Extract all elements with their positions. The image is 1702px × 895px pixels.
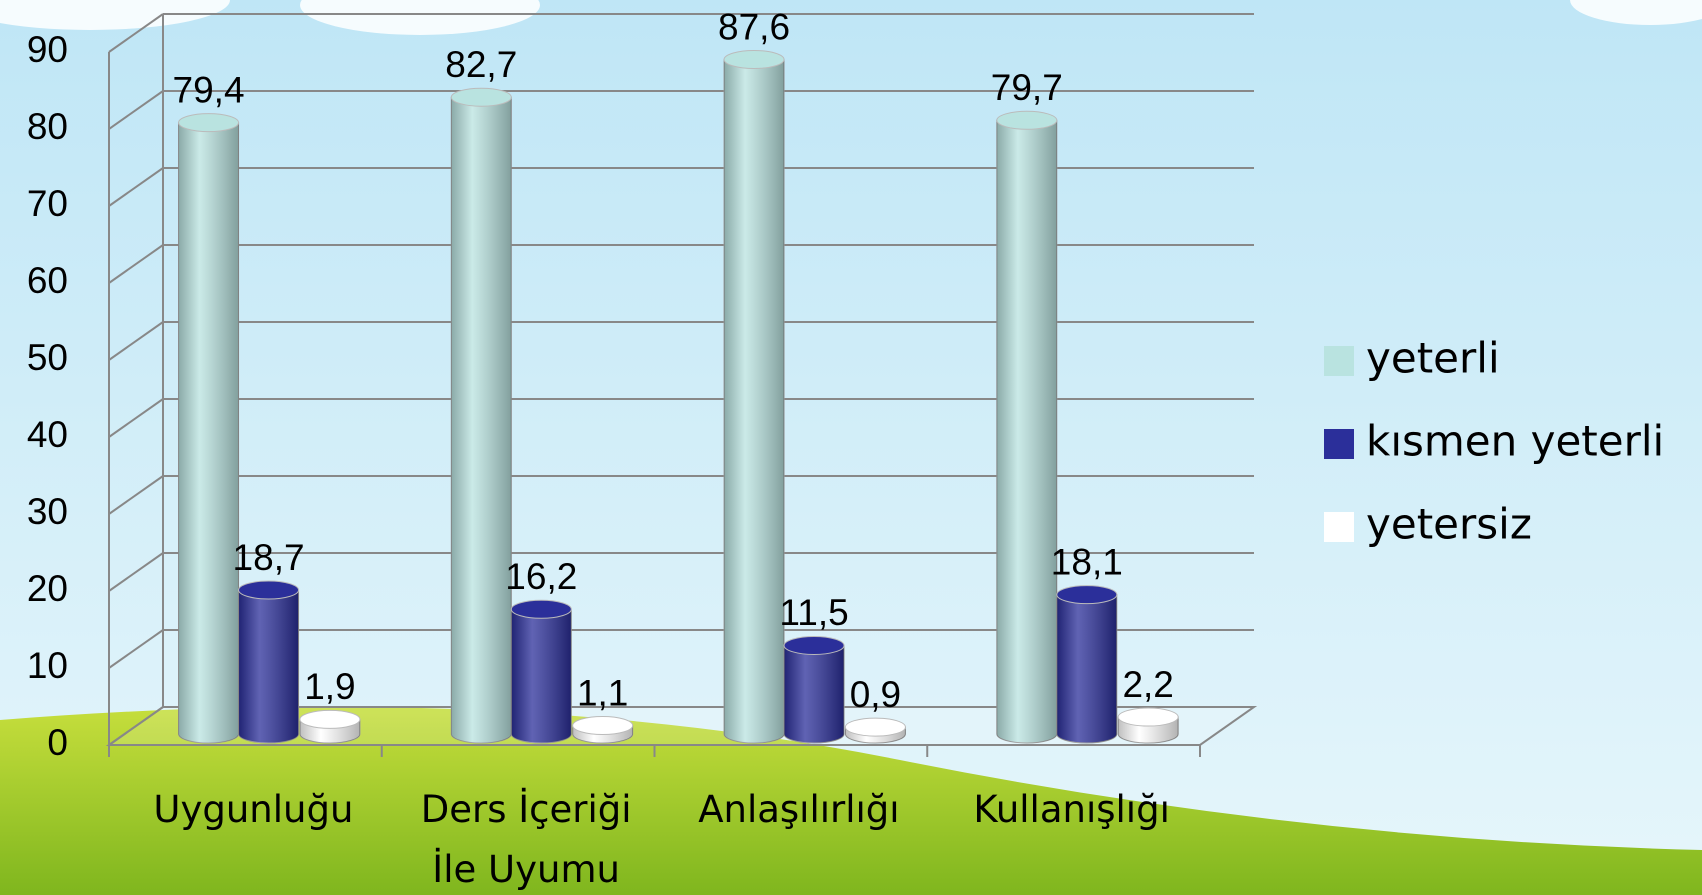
bar-top bbox=[179, 114, 239, 132]
value-label: 18,7 bbox=[233, 537, 305, 578]
bar-top bbox=[784, 636, 844, 654]
legend-label: kısmen yeterli bbox=[1366, 417, 1664, 466]
value-label: 82,7 bbox=[445, 44, 517, 85]
bar-shade bbox=[724, 59, 784, 743]
y-tick-label: 20 bbox=[27, 568, 68, 609]
bar-shade bbox=[179, 123, 239, 743]
legend-swatch bbox=[1324, 429, 1354, 459]
value-label: 1,9 bbox=[304, 666, 355, 707]
bar-top bbox=[451, 88, 511, 106]
y-tick-label: 0 bbox=[47, 722, 68, 763]
y-tick-label: 90 bbox=[27, 29, 68, 70]
y-tick-label: 60 bbox=[27, 260, 68, 301]
y-tick-label: 40 bbox=[27, 414, 68, 455]
value-label: 16,2 bbox=[505, 556, 577, 597]
legend-swatch bbox=[1324, 346, 1354, 376]
bar-top bbox=[511, 600, 571, 618]
x-tick-label: Ders İçeriği İle Uyumu bbox=[401, 780, 651, 895]
value-label: 79,7 bbox=[991, 67, 1063, 108]
bar-top bbox=[573, 717, 633, 735]
value-label: 87,6 bbox=[718, 6, 790, 47]
y-tick-label: 50 bbox=[27, 337, 68, 378]
legend-swatch bbox=[1324, 512, 1354, 542]
x-tick-label: Kullanışlığı bbox=[947, 780, 1197, 840]
bar-shade bbox=[1057, 595, 1117, 743]
bar-shade bbox=[451, 97, 511, 743]
bar-top bbox=[300, 710, 360, 728]
x-tick-label: Anlaşılırlığı bbox=[674, 780, 924, 840]
value-label: 11,5 bbox=[779, 592, 848, 633]
value-label: 1,1 bbox=[577, 672, 628, 713]
bar-top bbox=[845, 718, 905, 736]
page: 0 10 20 30 40 50 60 70 80 90 79,4 18,7 1,9 82,7 16,2 1,… bbox=[0, 0, 1702, 895]
value-label: 0,9 bbox=[850, 674, 901, 715]
x-tick-label: Uygunluğu bbox=[128, 780, 378, 840]
value-label: 79,4 bbox=[173, 69, 245, 110]
bar-shade bbox=[511, 609, 571, 743]
y-tick-label: 30 bbox=[27, 491, 68, 532]
bar-top bbox=[239, 581, 299, 599]
bar-shade bbox=[239, 590, 299, 743]
y-tick-label: 10 bbox=[27, 645, 68, 686]
chart: 0 10 20 30 40 50 60 70 80 90 79,4 18,7 1,9 82,7 16,2 1,… bbox=[0, 0, 1702, 895]
bar-top bbox=[1057, 586, 1117, 604]
bar-top bbox=[724, 50, 784, 68]
bar-top bbox=[997, 111, 1057, 129]
legend-label: yeterli bbox=[1366, 334, 1500, 383]
legend-label: yetersiz bbox=[1366, 500, 1532, 549]
value-label: 2,2 bbox=[1122, 664, 1173, 705]
bar-shade bbox=[997, 120, 1057, 743]
bar-top bbox=[1118, 708, 1178, 726]
value-label: 18,1 bbox=[1051, 541, 1123, 582]
bar-shade bbox=[784, 645, 844, 743]
y-tick-label: 70 bbox=[27, 183, 68, 224]
y-tick-label: 80 bbox=[27, 106, 68, 147]
